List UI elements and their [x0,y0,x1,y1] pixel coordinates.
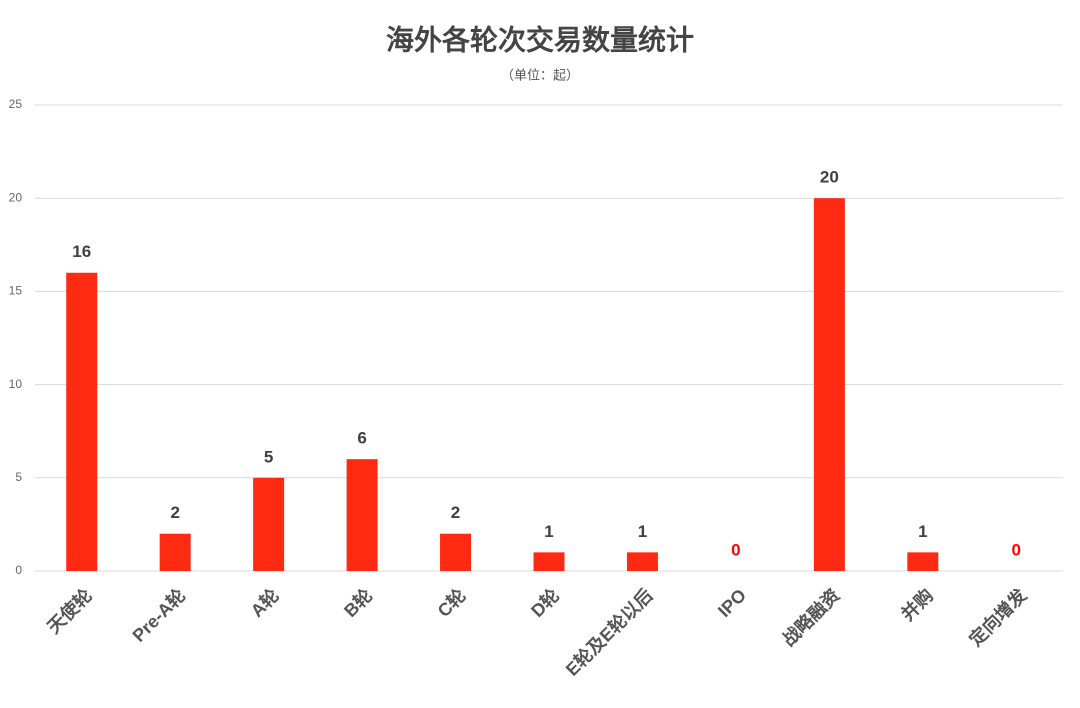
value-label: 2 [451,503,460,522]
value-label: 1 [918,522,927,541]
y-tick-label: 25 [9,97,23,111]
bar [440,533,472,571]
bar [346,459,378,571]
x-tick-label: A轮 [246,584,283,621]
x-tick-label: Pre-A轮 [128,584,190,646]
value-label: 6 [357,429,366,448]
x-tick-label: IPO [714,585,750,621]
x-tick-label: D轮 [526,584,563,621]
value-label: 2 [170,503,179,522]
x-tick-label: C轮 [433,584,470,621]
x-tick-label: 战略融资 [778,584,844,650]
y-tick-label: 0 [15,563,22,577]
y-tick-label: 20 [9,190,23,204]
bar [626,552,658,571]
y-tick-label: 5 [15,470,22,484]
bar [533,552,565,571]
x-tick-label: 天使轮 [43,584,96,637]
chart-title: 海外各轮次交易数量统计 [386,23,694,55]
x-tick-label: 并购 [897,584,937,624]
y-tick-label: 15 [9,284,23,298]
value-label: 5 [264,447,273,466]
x-tick-label: B轮 [340,584,377,621]
bar [159,533,191,571]
value-label: 0 [731,540,740,559]
value-label: 1 [544,522,553,541]
chart-subtitle: （单位：起） [501,67,579,82]
bar [253,477,285,571]
bar [907,552,939,571]
value-label: 1 [638,522,647,541]
x-tick-label: 定向增发 [965,584,1031,650]
x-tick-label: E轮及E轮以后 [561,584,656,679]
value-label: 20 [820,168,839,187]
bar [66,272,98,571]
y-tick-label: 10 [9,377,23,391]
bar [813,198,845,571]
value-label: 16 [72,242,91,261]
value-label: 0 [1012,540,1021,559]
